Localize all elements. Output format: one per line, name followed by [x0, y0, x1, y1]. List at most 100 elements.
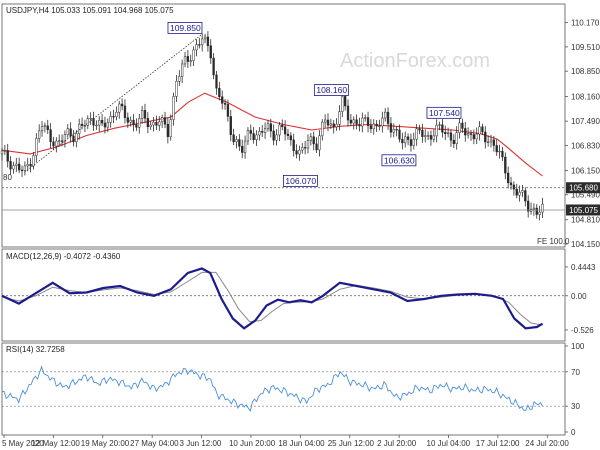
price-y-tick-label: 106.830: [571, 141, 600, 150]
candle-body: [501, 150, 504, 158]
candle-body: [89, 117, 92, 120]
candle-body: [512, 184, 516, 190]
candle-body: [335, 124, 338, 128]
candle-body: [238, 139, 241, 147]
candle-body: [535, 207, 538, 215]
candle-body: [375, 123, 378, 127]
candle-body: [232, 134, 235, 143]
candle-body: [366, 117, 370, 126]
price-y-tick-label: 107.490: [571, 117, 600, 126]
candle-body: [309, 136, 312, 141]
annotation-box: [167, 21, 203, 34]
candle-body: [272, 130, 275, 141]
candle-body: [58, 140, 61, 142]
price-markers: 105.680 105.075: [2, 182, 600, 216]
macd-y-tick-label: 0.00: [571, 292, 587, 301]
candle-body: [223, 102, 227, 105]
watermark: ActionForex.com: [340, 50, 490, 72]
annotation-box: [381, 154, 417, 167]
candle-body: [446, 132, 450, 135]
price-marker-label: 105.075: [569, 206, 598, 215]
price-y-tick-label: 105.490: [571, 191, 600, 200]
candle-body: [169, 119, 172, 137]
candle-body: [26, 164, 29, 167]
candle-body: [412, 138, 415, 146]
candle-body: [424, 135, 427, 137]
candle-body: [152, 121, 155, 126]
candle-body: [9, 161, 12, 170]
candle-body: [138, 118, 141, 128]
candle-body: [226, 104, 230, 117]
rsi-y-tick-label: 0: [571, 428, 576, 437]
macd-title: MACD(12,26,9) -0.4072 -0.4360: [6, 252, 121, 261]
candle-body: [218, 87, 221, 98]
candle-body: [395, 129, 398, 131]
candle-body: [355, 119, 358, 125]
candle-body: [441, 124, 444, 133]
candle-body: [464, 128, 467, 136]
annotation-box: [426, 106, 462, 119]
candle-body: [206, 36, 210, 47]
left-cut-label: 80: [3, 173, 12, 182]
candle-body: [332, 123, 335, 128]
x-tick-label: 18 Jun 04:00: [278, 439, 325, 448]
candle-body: [524, 190, 527, 202]
rsi-grid: [2, 371, 565, 407]
candle-body: [421, 129, 424, 137]
candle-body: [283, 126, 287, 135]
macd-lines: [1, 267, 544, 330]
candle-body: [12, 165, 15, 170]
rsi-panel-frame: [1, 342, 566, 436]
price-marker-bg: [566, 204, 600, 216]
candle-body: [352, 119, 355, 124]
price-y-tick-label: 108.160: [571, 93, 600, 102]
candle-body: [481, 126, 484, 133]
candle-body: [112, 116, 115, 118]
candle-body: [60, 140, 64, 142]
x-tick-label: 12 May 12:00: [31, 439, 80, 448]
price-panel: USDJPY,H4 105.033 105.091 104.968 105.07…: [0, 3, 600, 249]
x-tick-label: 25 Jun 12:00: [328, 439, 375, 448]
candle-body: [86, 118, 89, 126]
candle-body: [458, 122, 461, 133]
candle-body: [452, 140, 455, 144]
candle-body: [266, 123, 270, 129]
candle-body: [195, 44, 198, 51]
candle-body: [72, 135, 75, 142]
candle-body: [515, 188, 518, 196]
candle-body: [178, 76, 181, 82]
candle-body: [475, 133, 478, 140]
candle-body: [0, 150, 4, 155]
candle-body: [15, 163, 18, 166]
candle-body: [495, 145, 498, 153]
candle-body: [289, 135, 292, 141]
candle-body: [263, 128, 267, 133]
candle-body: [52, 141, 55, 147]
candle-body: [292, 139, 295, 151]
candle-body: [241, 146, 244, 153]
candle-body: [201, 38, 204, 46]
macd-line: [1, 267, 544, 330]
candle-body: [329, 123, 333, 126]
candle-body: [189, 60, 192, 62]
candle-body: [258, 130, 261, 136]
candle-body: [415, 128, 418, 140]
candle-body: [321, 121, 324, 137]
candle-body: [392, 129, 395, 133]
annotation-label: 108.160: [316, 85, 347, 95]
candle-body: [509, 182, 513, 186]
x-tick-label: 17 Jul 12:00: [476, 439, 520, 448]
candle-body: [389, 123, 393, 133]
candle-body: [449, 132, 453, 141]
candle-body: [404, 136, 407, 144]
candle-body: [469, 133, 473, 135]
candle-body: [255, 134, 258, 140]
x-tick-label: 2 Jul 20:00: [377, 439, 417, 448]
candle-body: [252, 133, 255, 140]
candle-body: [504, 156, 507, 174]
candle-body: [401, 139, 404, 144]
candle-body: [43, 125, 47, 127]
candle-body: [461, 122, 464, 129]
